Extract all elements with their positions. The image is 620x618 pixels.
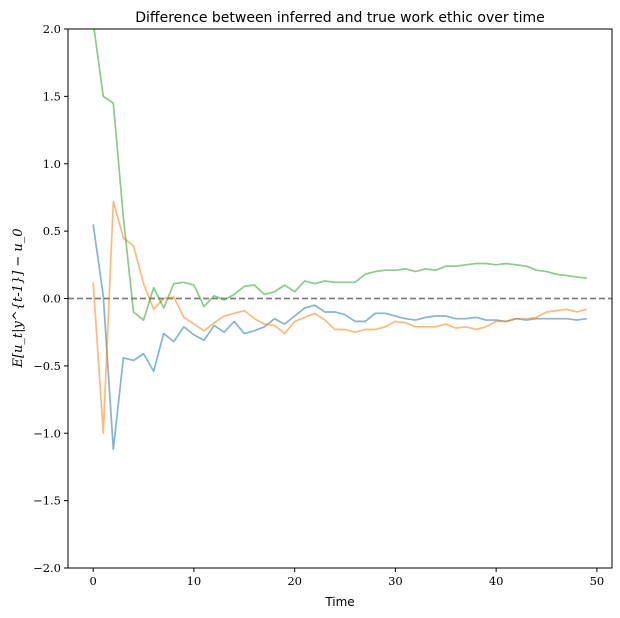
series-layer [68, 29, 612, 451]
y-tick-label: 2.0 [43, 22, 61, 36]
x-tick-label: 50 [590, 574, 605, 588]
x-axis-label: Time [324, 595, 354, 609]
y-tick-label: −1.5 [33, 494, 61, 508]
axes-layer: 0 10 20 30 40 50 −2.0 −1.5 −1.0 −0.5 0.0 0.5 1.0 1.5 2… [33, 22, 613, 588]
x-tick-label: 40 [489, 574, 504, 588]
series-line-3 [93, 29, 587, 321]
y-tick-label: −1.0 [33, 426, 61, 440]
y-tick-label: −2.0 [33, 561, 61, 575]
y-axis-label: E[u_t|y^{t-1}] − u_0 [11, 228, 26, 368]
y-tick-label: 0.0 [43, 292, 61, 306]
series-line-2 [92, 200, 588, 435]
y-tick-label: 1.5 [43, 89, 61, 103]
y-tick-label: 1.0 [43, 157, 61, 171]
chart-title: Difference between inferred and true wor… [135, 10, 544, 26]
y-tick-label: −0.5 [33, 359, 61, 373]
y-tick-label: 0.5 [43, 224, 61, 238]
x-tick-label: 10 [187, 574, 202, 588]
series-line-1 [92, 224, 587, 451]
x-tick-label: 0 [90, 574, 97, 588]
x-tick-label: 30 [388, 574, 403, 588]
x-tick-label: 20 [287, 574, 302, 588]
